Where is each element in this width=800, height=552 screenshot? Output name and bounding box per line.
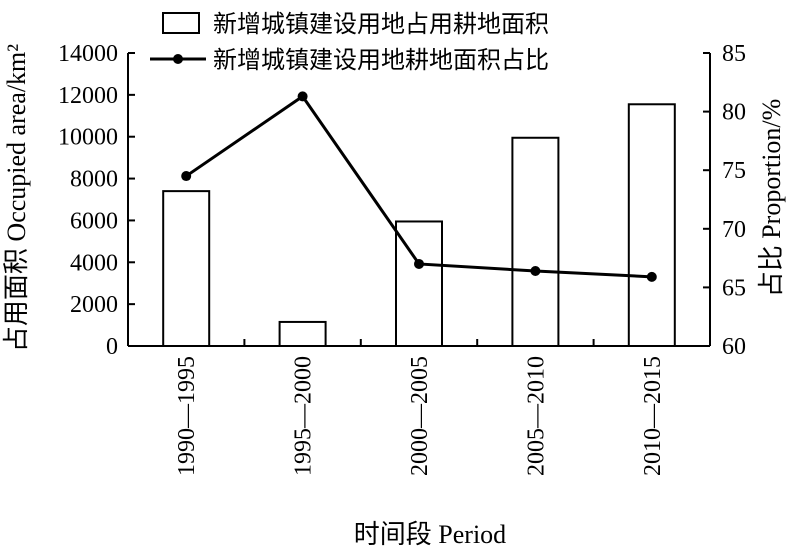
y-right-tick-label: 85 [722, 41, 746, 67]
y-axis-right-title: 占比 Proportion/% [757, 99, 786, 298]
y-left-tick-label: 12000 [58, 83, 118, 109]
proportion-point-2005—2010 [530, 265, 541, 276]
y-right-tick-label: 80 [722, 100, 746, 126]
bar-1995—2000 [278, 320, 327, 347]
bar-2005—2010 [511, 136, 560, 347]
legend-line-marker [173, 54, 183, 64]
y-right-tick-label: 60 [722, 334, 746, 360]
x-tick-label: 2010—2015 [640, 356, 666, 476]
legend-line-label: 新增城镇建设用地耕地面积占比 [213, 46, 549, 74]
y-right-tick-label: 75 [722, 158, 746, 184]
line-series-group [181, 91, 657, 282]
proportion-point-1995—2000 [297, 91, 308, 102]
x-tick-label: 2005—2010 [523, 356, 549, 476]
bar-1990—1995 [162, 190, 211, 347]
axes-group: 0 2000 4000 6000 8000 10000 12000 14000 60 65 70 75… [58, 41, 746, 476]
bar-2010—2015 [627, 103, 676, 348]
y-axis-left-title: 占用面积 Occupied area/km² [2, 44, 31, 352]
proportion-point-1990—1995 [181, 171, 192, 182]
y-left-tick-label: 2000 [70, 292, 118, 318]
y-left-tick-label: 0 [106, 334, 118, 360]
y-left-tick-label: 8000 [70, 167, 118, 193]
x-tick-label: 1995—2000 [291, 356, 317, 476]
y-right-tick-label: 65 [722, 275, 746, 301]
proportion-point-2010—2015 [646, 271, 657, 282]
y-left-tick-label: 14000 [58, 41, 118, 67]
y-left-tick-label: 4000 [70, 250, 118, 276]
x-tick-label: 1990—1995 [174, 356, 200, 476]
x-tick-label: 2000—2005 [407, 356, 433, 476]
proportion-point-2000—2005 [414, 258, 424, 269]
y-left-tick-label: 10000 [58, 125, 118, 151]
legend-bar-swatch [162, 12, 200, 34]
legend-bar-label: 新增城镇建设用地占用耕地面积 [213, 10, 549, 38]
y-right-tick-label: 70 [722, 217, 746, 243]
y-left-tick-label: 6000 [70, 208, 118, 234]
legend: 新增城镇建设用地占用耕地面积 新增城镇建设用地耕地面积占比 [150, 10, 549, 74]
x-axis-title: 时间段 Period [354, 520, 506, 549]
